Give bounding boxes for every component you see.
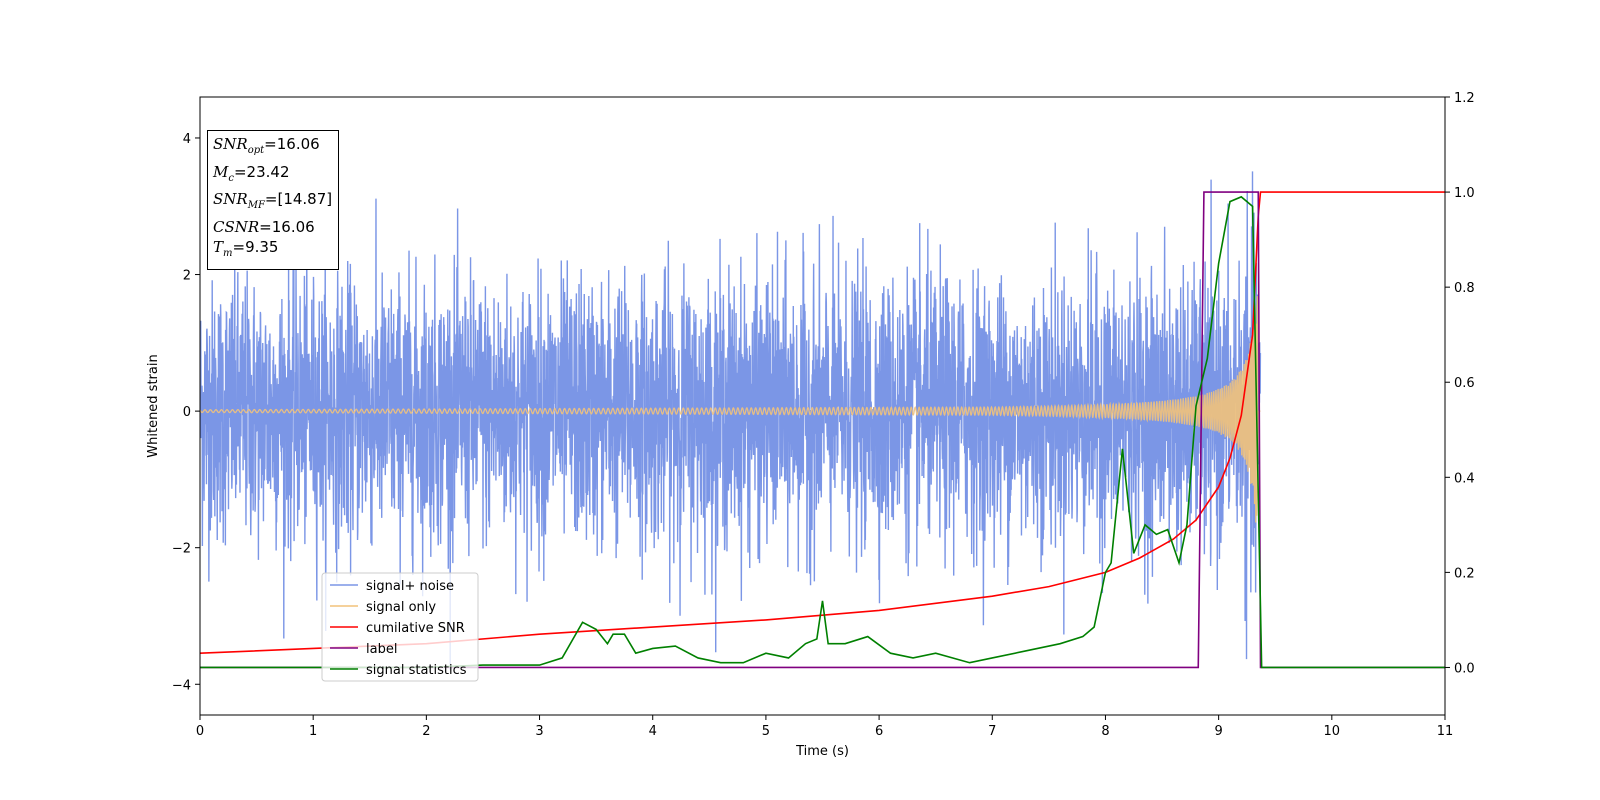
- mc-value: 23.42: [246, 162, 290, 181]
- signal-only-line: [200, 296, 1261, 523]
- snr-mf-value: [14.87]: [277, 190, 333, 208]
- x-tick-label: 6: [875, 724, 883, 739]
- signal-only-series: [200, 296, 1261, 523]
- x-tick-label: 8: [1101, 724, 1109, 739]
- x-tick-label: 7: [988, 724, 996, 739]
- y-left-tick-label: 0: [183, 405, 191, 420]
- snr-opt-value: 16.06: [276, 135, 320, 153]
- right-axis-series: [200, 191, 1445, 669]
- legend-box: [321, 572, 479, 682]
- signal-noise-series: [200, 171, 1262, 671]
- legend-entry: signal+ noise: [366, 579, 454, 594]
- x-tick-label: 2: [422, 724, 430, 739]
- y-left-tick-label: −4: [172, 678, 191, 693]
- tm-value: 9.35: [245, 238, 279, 256]
- y-right-tick-label: 0.6: [1454, 376, 1475, 391]
- legend-entry: signal statistics: [366, 663, 467, 678]
- x-tick-label: 1: [309, 724, 317, 739]
- legend-entry: label: [366, 642, 397, 657]
- x-tick-label: 11: [1437, 724, 1454, 739]
- info-annotation-box: SNRopt=16.06 Mc=23.42 SNRMF=[14.87] CSNR…: [207, 130, 340, 270]
- x-tick-label: 0: [196, 724, 204, 739]
- snr-opt-line: SNRopt=16.06: [213, 135, 320, 156]
- mc-line: Mc=23.42: [213, 162, 290, 184]
- axes: 0 1 2 3 4 5 6 7 8 9 10 11 4 2 0 −2 −4 1.2 1.0 0.8 0.6 0.4 0.2 0…: [172, 91, 1475, 739]
- y-right-tick-label: 0.4: [1454, 471, 1475, 486]
- plot-frame: [199, 96, 1446, 716]
- tm-line: Tm=9.35: [213, 238, 279, 259]
- y-right-tick-label: 1.2: [1454, 91, 1475, 106]
- y-left-tick-label: 4: [183, 132, 191, 147]
- y-right-tick-label: 1.0: [1454, 186, 1475, 201]
- x-axis-label: Time (s): [795, 744, 849, 759]
- x-tick-label: 3: [535, 724, 543, 739]
- signal-statistics-line: [200, 195, 1445, 669]
- legend: signal+ noise signal only cumilative SNR la…: [321, 572, 479, 682]
- csnr-line: CSNR=16.06: [213, 217, 315, 236]
- legend-entry: signal only: [366, 600, 436, 615]
- csnr-value: 16.06: [271, 217, 315, 236]
- x-tick-label: 4: [649, 724, 657, 739]
- x-tick-label: 9: [1214, 724, 1222, 739]
- snr-mf-line: SNRMF=[14.87]: [213, 190, 333, 211]
- y-right-tick-label: 0.2: [1454, 566, 1475, 581]
- legend-entry: cumilative SNR: [366, 621, 465, 636]
- y-right-tick-label: 0.8: [1454, 281, 1475, 296]
- y-left-tick-label: 2: [183, 269, 191, 284]
- y-axis-label: Whitened strain: [146, 354, 161, 457]
- y-left-tick-label: −2: [172, 542, 191, 557]
- signal-noise-line: [200, 171, 1262, 671]
- x-tick-label: 10: [1324, 724, 1341, 739]
- cumilative-snr-line: [200, 191, 1445, 654]
- x-tick-label: 5: [762, 724, 770, 739]
- y-right-tick-label: 0.0: [1454, 661, 1475, 676]
